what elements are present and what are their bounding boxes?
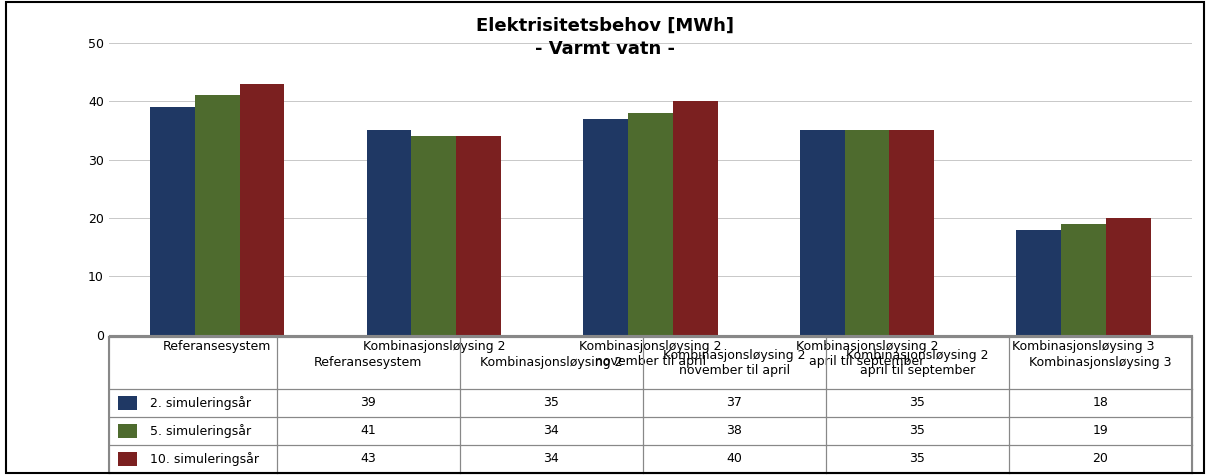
Bar bbox=[583, 119, 628, 335]
Bar bbox=[456, 136, 501, 335]
Text: 10. simuleringsår: 10. simuleringsår bbox=[150, 452, 259, 466]
Bar bbox=[117, 452, 137, 466]
Text: Kombinasjonsløysing 2
november til april: Kombinasjonsløysing 2 november til april bbox=[663, 349, 806, 377]
Text: 35: 35 bbox=[543, 396, 559, 409]
Text: 34: 34 bbox=[543, 452, 559, 465]
Bar bbox=[117, 396, 137, 409]
Bar bbox=[1016, 230, 1061, 335]
Bar bbox=[1106, 218, 1151, 335]
Text: 39: 39 bbox=[361, 396, 376, 409]
Text: - Varmt vatn -: - Varmt vatn - bbox=[535, 40, 675, 58]
Text: 34: 34 bbox=[543, 424, 559, 437]
Bar bbox=[845, 131, 889, 335]
Text: 35: 35 bbox=[910, 396, 926, 409]
Text: 37: 37 bbox=[726, 396, 742, 409]
Bar bbox=[800, 131, 845, 335]
Bar bbox=[1061, 224, 1106, 335]
Text: 5. simuleringsår: 5. simuleringsår bbox=[150, 424, 252, 437]
Bar bbox=[117, 424, 137, 437]
Text: Elektrisitetsbehov [MWh]: Elektrisitetsbehov [MWh] bbox=[476, 17, 734, 35]
Text: 20: 20 bbox=[1093, 452, 1108, 465]
Bar bbox=[367, 131, 411, 335]
Text: 41: 41 bbox=[361, 424, 376, 437]
Text: 18: 18 bbox=[1093, 396, 1108, 409]
Text: 40: 40 bbox=[726, 452, 742, 465]
Text: 35: 35 bbox=[910, 452, 926, 465]
Bar bbox=[673, 101, 718, 335]
Bar bbox=[628, 113, 673, 335]
Text: 2. simuleringsår: 2. simuleringsår bbox=[150, 396, 250, 409]
Bar bbox=[411, 136, 456, 335]
Text: 19: 19 bbox=[1093, 424, 1108, 437]
Bar bbox=[240, 84, 284, 335]
Text: Kombinasjonsløysing 3: Kombinasjonsløysing 3 bbox=[1028, 356, 1171, 370]
Bar bbox=[889, 131, 934, 335]
Text: 35: 35 bbox=[910, 424, 926, 437]
Text: 43: 43 bbox=[361, 452, 376, 465]
Text: Referansesystem: Referansesystem bbox=[315, 356, 422, 370]
Bar bbox=[150, 107, 195, 335]
Text: Kombinasjonsløysing 2
april til september: Kombinasjonsløysing 2 april til septembe… bbox=[846, 349, 989, 377]
Text: Kombinasjonsløysing 2: Kombinasjonsløysing 2 bbox=[480, 356, 622, 370]
Text: 38: 38 bbox=[726, 424, 742, 437]
Bar bbox=[195, 95, 240, 335]
